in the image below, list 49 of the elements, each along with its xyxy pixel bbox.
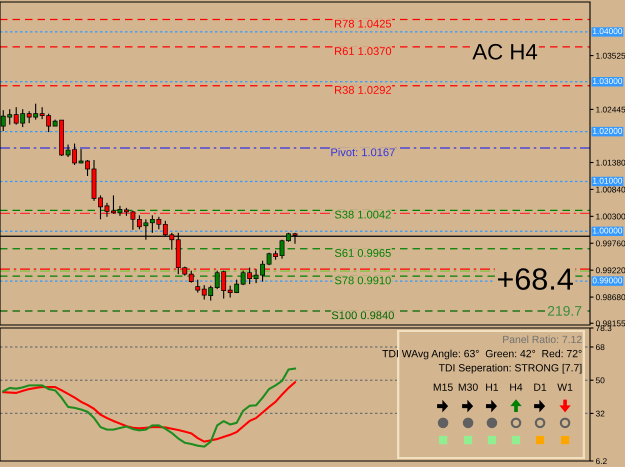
annotation: TDI Seperation: STRONG [7.7]: [438, 364, 582, 374]
category-label: H4: [510, 384, 522, 391]
annotation: Panel Ratio: 7.12: [503, 335, 582, 344]
y-tick-label: 50: [596, 377, 604, 384]
category-label: M15: [434, 384, 453, 391]
ref-line-label: 1.02000: [592, 128, 622, 134]
ref-line-label: 1.01000: [592, 178, 622, 184]
ref-line-label: 1.00000: [592, 228, 622, 234]
y-tick-label: 1.00840: [596, 186, 625, 193]
annotation: TDI WAvg Angle: 63° Green: 42° Red: 72°: [382, 350, 582, 360]
line-series: [2, 381, 296, 443]
y-tick-label: 1.01380: [596, 160, 625, 166]
ref-line-label: Pivot: 1.0167: [331, 148, 395, 156]
category-label: W1: [557, 384, 572, 391]
y-tick-label: 1.00300: [596, 214, 625, 220]
candlestick: [202, 284, 207, 300]
candlestick: [195, 279, 200, 294]
ref-line-label: 0.99000: [592, 277, 622, 284]
y-tick-label: 78.3: [596, 325, 612, 332]
ref-line-label: S61 0.9965: [334, 249, 391, 257]
y-tick-label: 0.98155: [596, 320, 625, 326]
candlestick: [208, 285, 214, 302]
y-tick-label: 0.99760: [596, 240, 625, 246]
ref-line-label: R38 1.0292: [335, 86, 392, 94]
y-tick-label: 0.98680: [596, 294, 625, 300]
y-tick-label: 0.99220: [596, 267, 625, 274]
ref-line-label: S38 1.0042: [334, 210, 391, 219]
candlestick: [20, 108, 26, 128]
ref-line-label: R61 1.0370: [335, 47, 392, 56]
annotation: AC H4: [472, 44, 538, 60]
annotation: +68.4: [498, 268, 573, 290]
candlestick: [14, 106, 19, 126]
annotation: 219.7: [548, 306, 582, 316]
category-label: M30: [458, 383, 478, 391]
ref-line-label: 1.04000: [592, 28, 622, 34]
category-label: H1: [486, 384, 498, 391]
y-tick-label: 1.02445: [596, 106, 625, 113]
ref-line-label: 1.03000: [592, 78, 622, 84]
candlestick: [188, 270, 194, 284]
category-label: D1: [534, 384, 546, 391]
candlestick: [7, 108, 12, 126]
y-tick-label: 1.03525: [596, 52, 625, 59]
line-series: [2, 368, 296, 448]
ref-line-label: S100 0.9840: [332, 311, 394, 320]
y-tick-label: 32: [596, 410, 604, 417]
ref-line-label: R78 1.0425: [335, 20, 392, 28]
ref-line-label: S78 0.9910: [334, 276, 391, 284]
y-tick-label: 68: [596, 344, 604, 350]
y-tick-label: 6.2: [596, 458, 607, 464]
